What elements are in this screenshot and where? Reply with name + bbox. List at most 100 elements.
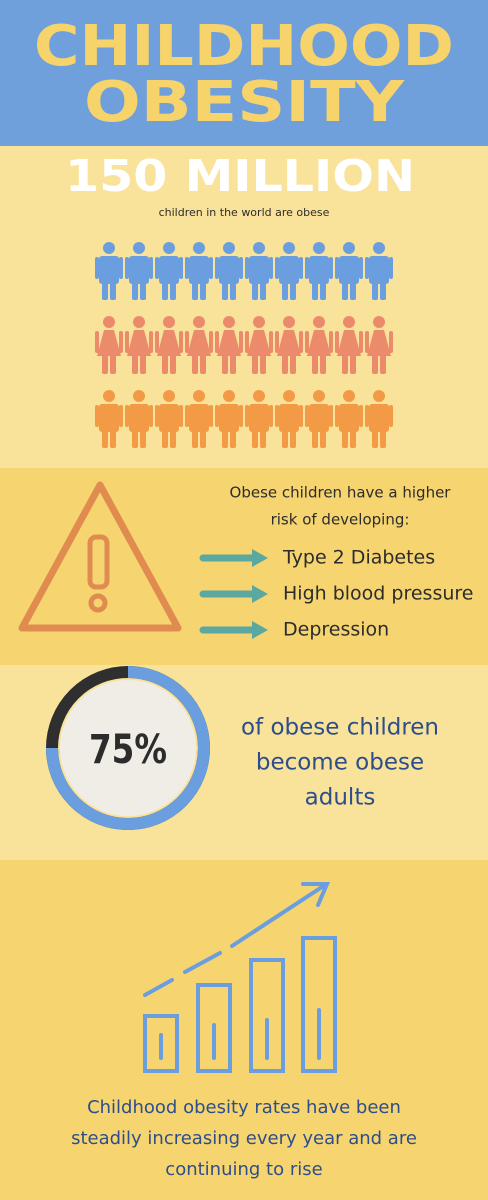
- person-leg: [162, 428, 168, 448]
- person-head: [193, 316, 205, 328]
- person-leg: [230, 280, 236, 300]
- title-line: CHILDHOOD: [34, 14, 454, 79]
- person-icon: [125, 242, 153, 300]
- person-leg: [162, 280, 168, 300]
- risk-intro: Obese children have a higher: [230, 484, 452, 502]
- person-arm: [329, 331, 333, 353]
- percent-label: 75%: [89, 727, 167, 773]
- person-head: [283, 390, 295, 402]
- person-arm: [299, 331, 303, 353]
- person-arm: [155, 257, 159, 279]
- person-arm: [209, 257, 213, 279]
- person-arm: [155, 331, 159, 353]
- footer-line: Childhood obesity rates have been: [87, 1097, 401, 1118]
- risk-item: High blood pressure: [283, 583, 473, 605]
- person-leg: [320, 428, 326, 448]
- arrow-head: [252, 549, 268, 567]
- person-leg: [252, 354, 258, 374]
- person-leg: [102, 280, 108, 300]
- person-leg: [192, 354, 198, 374]
- person-body: [337, 330, 361, 356]
- risk-list: Type 2 Diabetes High blood pressure Depres…: [199, 547, 473, 641]
- person-arm: [125, 257, 129, 279]
- footer-band: [0, 860, 488, 1200]
- person-leg: [290, 428, 296, 448]
- risk-item: Type 2 Diabetes: [282, 547, 435, 569]
- header-band: [0, 0, 488, 146]
- person-body: [157, 330, 181, 356]
- person-leg: [342, 428, 348, 448]
- person-leg: [320, 280, 326, 300]
- person-leg: [230, 428, 236, 448]
- person-arm: [239, 405, 243, 427]
- person-head: [223, 390, 235, 402]
- person-icon: [215, 316, 243, 374]
- stat-caption: children in the world are obese: [159, 206, 330, 219]
- person-leg: [200, 280, 206, 300]
- person-arm: [149, 331, 153, 353]
- person-leg: [200, 354, 206, 374]
- person-body: [339, 256, 359, 284]
- person-body: [247, 330, 271, 356]
- person-head: [223, 242, 235, 254]
- person-head: [103, 390, 115, 402]
- person-arm: [215, 405, 219, 427]
- person-body: [309, 256, 329, 284]
- person-leg: [170, 280, 176, 300]
- person-arm: [365, 257, 369, 279]
- person-arm: [305, 257, 309, 279]
- person-arm: [155, 405, 159, 427]
- person-leg: [162, 354, 168, 374]
- person-body: [99, 404, 119, 432]
- person-body: [249, 404, 269, 432]
- title-line: OBESITY: [84, 70, 406, 135]
- person-icon: [95, 390, 123, 448]
- person-icon: [245, 242, 273, 300]
- person-leg: [312, 354, 318, 374]
- person-arm: [389, 331, 393, 353]
- person-leg: [372, 280, 378, 300]
- person-leg: [380, 428, 386, 448]
- person-head: [343, 390, 355, 402]
- person-icon: [185, 390, 213, 448]
- percent-caption: of obese children: [241, 715, 439, 741]
- person-head: [253, 390, 265, 402]
- person-leg: [282, 280, 288, 300]
- person-head: [133, 390, 145, 402]
- person-arm: [209, 331, 213, 353]
- person-leg: [372, 428, 378, 448]
- person-leg: [222, 428, 228, 448]
- person-arm: [269, 257, 273, 279]
- person-arm: [119, 257, 123, 279]
- person-arm: [275, 405, 279, 427]
- person-leg: [102, 428, 108, 448]
- person-body: [249, 256, 269, 284]
- growth-icon: [143, 882, 337, 1073]
- person-arm: [95, 331, 99, 353]
- person-icon: [155, 390, 183, 448]
- person-icon: [185, 242, 213, 300]
- person-leg: [132, 280, 138, 300]
- person-leg: [260, 428, 266, 448]
- person-body: [279, 404, 299, 432]
- person-leg: [140, 280, 146, 300]
- footer-line: continuing to rise: [165, 1159, 322, 1180]
- person-body: [277, 330, 301, 356]
- person-leg: [290, 354, 296, 374]
- person-arm: [305, 331, 309, 353]
- person-arm: [335, 405, 339, 427]
- person-arm: [215, 331, 219, 353]
- person-body: [189, 256, 209, 284]
- person-leg: [342, 280, 348, 300]
- person-head: [283, 242, 295, 254]
- person-arm: [269, 331, 273, 353]
- person-body: [339, 404, 359, 432]
- person-icon: [215, 242, 243, 300]
- person-icon: [245, 390, 273, 448]
- person-head: [163, 390, 175, 402]
- person-head: [223, 316, 235, 328]
- risk-item: Depression: [283, 619, 389, 641]
- person-leg: [312, 428, 318, 448]
- warning-icon: [18, 481, 182, 632]
- person-arm: [245, 257, 249, 279]
